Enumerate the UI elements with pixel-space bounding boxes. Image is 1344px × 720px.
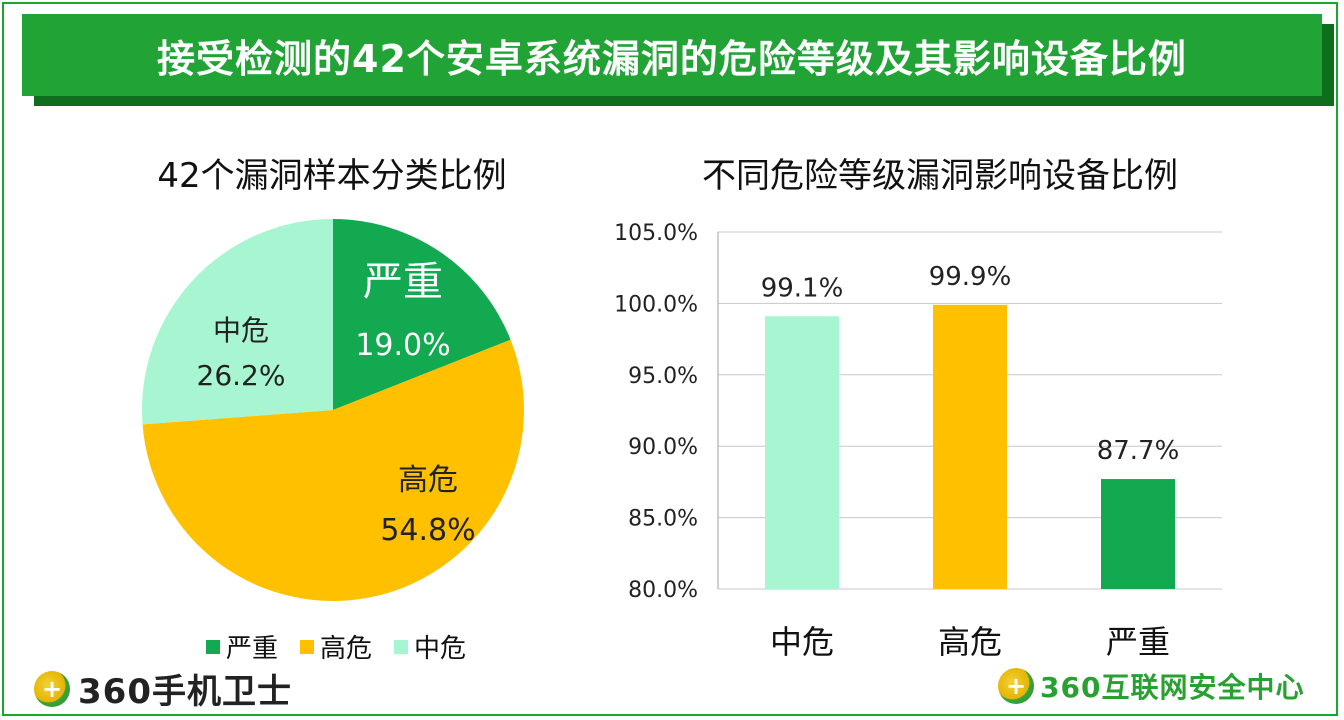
bar-value-high: 99.9%	[929, 262, 1012, 292]
slide-title: 接受检测的42个安卓系统漏洞的危险等级及其影响设备比例	[157, 36, 1187, 81]
pie-chart-title: 42个漏洞样本分类比例	[157, 156, 507, 196]
title-banner: 接受检测的42个安卓系统漏洞的危险等级及其影响设备比例	[22, 14, 1322, 96]
y-tick-label: 100.0%	[614, 292, 698, 317]
pie-legend: 严重 高危 中危	[206, 628, 466, 665]
legend-label-serious: 严重	[226, 634, 279, 664]
pie-label-high: 高危	[398, 463, 458, 498]
legend-item-medium: 中危	[394, 628, 466, 665]
y-tick-label: 80.0%	[628, 578, 698, 603]
legend-swatch-serious	[206, 639, 220, 654]
pie-slice-high	[142, 339, 524, 601]
shield-plus-icon	[34, 670, 70, 707]
y-tick-label: 95.0%	[628, 364, 698, 389]
x-tick-high: 高危	[938, 623, 1002, 661]
bar-serious	[1101, 479, 1175, 589]
legend-swatch-medium	[394, 639, 409, 654]
logo-right-text: 360互联网安全中心	[1040, 671, 1305, 704]
legend-label-high: 高危	[320, 634, 373, 664]
pie-value-serious: 19.0%	[355, 328, 450, 363]
pie-slice-medium	[141, 219, 333, 425]
bar-value-serious: 87.7%	[1097, 436, 1180, 466]
logo-360-mobile-safe: 360手机卫士	[34, 664, 292, 713]
y-tick-label: 85.0%	[628, 507, 698, 532]
y-tick-label: 105.0%	[614, 221, 698, 246]
bar-value-medium: 99.1%	[761, 273, 844, 303]
bar-medium	[765, 316, 839, 589]
legend-item-serious: 严重	[206, 628, 278, 665]
bar-high	[933, 304, 1007, 589]
pie-value-high: 54.8%	[380, 513, 475, 548]
x-tick-medium: 中危	[770, 623, 834, 661]
x-tick-serious: 严重	[1106, 623, 1170, 661]
pie-value-medium: 26.2%	[197, 359, 286, 392]
y-tick-label: 90.0%	[628, 435, 698, 460]
pie-slice-serious	[333, 219, 511, 410]
pie-label-medium: 中危	[213, 314, 269, 347]
legend-item-high: 高危	[300, 628, 372, 665]
bar-chart-title: 不同危险等级漏洞影响设备比例	[702, 156, 1178, 196]
legend-label-medium: 中危	[414, 634, 467, 664]
legend-swatch-high	[300, 639, 315, 654]
logo-left-text: 360手机卫士	[78, 672, 292, 712]
pie-label-serious: 严重	[363, 259, 443, 305]
globe-plus-icon	[998, 668, 1034, 704]
logo-360-security-center: 360互联网安全中心	[998, 666, 1304, 706]
